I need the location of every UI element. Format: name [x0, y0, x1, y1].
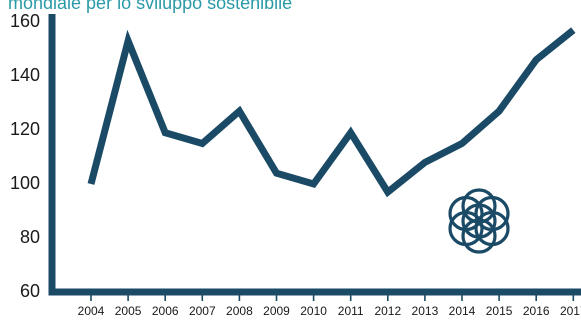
x-tick-label: 2014 — [449, 304, 476, 318]
x-tick-label: 2015 — [486, 304, 513, 318]
x-tick-label: 2013 — [412, 304, 439, 318]
x-tick-label: 2011 — [338, 304, 364, 318]
y-tick-label: 120 — [10, 119, 40, 139]
x-tick-label: 2004 — [78, 304, 105, 318]
x-tick-label: 2009 — [263, 304, 290, 318]
x-tick-label: 2006 — [152, 304, 179, 318]
x-axis: 2004 2005 2006 2007 2008 2009 2010 2011 2012 2013… — [48, 288, 581, 318]
y-tick-label: 80 — [20, 227, 40, 247]
flower-of-life-icon — [448, 188, 510, 254]
series-group — [87, 27, 576, 198]
x-tick-label: 2017 — [560, 304, 581, 318]
x-tick-label: 2010 — [300, 304, 327, 318]
y-tick-label: 140 — [10, 65, 40, 85]
logo-petal — [448, 210, 484, 247]
y-tick-label: 160 — [10, 11, 40, 31]
logo-petal — [448, 195, 484, 232]
chart-title: mondiale per lo sviluppo sostenibile — [8, 0, 292, 13]
x-tick-label: 2005 — [115, 304, 142, 318]
series-line — [87, 27, 576, 198]
x-tick-label: 2008 — [226, 304, 253, 318]
x-tick-label: 2007 — [189, 304, 216, 318]
y-tick-label: 100 — [10, 173, 40, 193]
y-axis: 60 80 100 120 140 160 — [10, 11, 56, 301]
y-tick-label: 60 — [20, 281, 40, 301]
x-tick-label: 2012 — [374, 304, 401, 318]
x-tick-label: 2016 — [523, 304, 550, 318]
